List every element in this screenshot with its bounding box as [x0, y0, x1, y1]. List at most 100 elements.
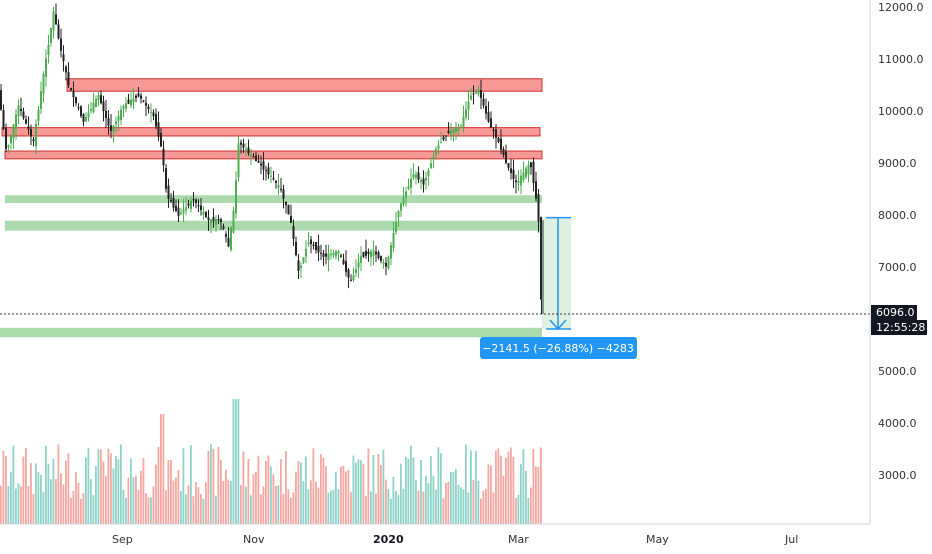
measure-box	[542, 217, 571, 329]
candle-down	[147, 106, 150, 109]
candle-up	[150, 111, 152, 113]
volume-bar	[537, 467, 540, 524]
volume-bar	[330, 490, 332, 524]
volume-bar	[422, 491, 425, 524]
volume-bar	[525, 470, 527, 524]
volume-bar	[132, 477, 135, 524]
y-tick-label: 11000.0	[878, 53, 924, 66]
candle-down	[510, 168, 512, 174]
candle-up	[17, 105, 20, 117]
candle-down	[310, 239, 312, 245]
x-tick-mar: Mar	[508, 533, 529, 546]
volume-bar	[172, 480, 175, 524]
candle-up	[452, 129, 455, 133]
time-axis[interactable]: Sep Nov 2020 Mar May Jul	[112, 533, 798, 546]
candle-down	[445, 135, 447, 137]
candle-up	[97, 95, 100, 101]
candle-down	[225, 234, 227, 237]
candle-up	[92, 102, 95, 113]
volume-bar	[207, 450, 210, 524]
candle-down	[482, 98, 485, 106]
volume-bar	[427, 482, 430, 524]
volume-bar	[437, 447, 440, 524]
volume-bar	[167, 460, 170, 524]
volume-bar	[500, 455, 502, 524]
candle-down	[530, 162, 532, 168]
candle-up	[420, 180, 422, 182]
candle-up	[95, 98, 97, 108]
y-tick-label: 4000.0	[878, 417, 917, 430]
volume-bar	[15, 488, 17, 524]
price-axis[interactable]: 12000.0 11000.0 10000.0 9000.0 8000.0 7000.0 5…	[878, 1, 924, 482]
candle-up	[397, 211, 400, 218]
measure-arrow-head	[549, 319, 567, 331]
candle-down	[27, 126, 30, 130]
volume-bar	[102, 461, 105, 524]
volume-bar	[227, 479, 230, 524]
volume-bar	[10, 472, 12, 524]
volume-bar	[210, 444, 212, 524]
candle-down	[167, 185, 170, 199]
candle-up	[415, 174, 417, 178]
volume-bar	[242, 451, 245, 524]
candle-down	[347, 269, 350, 278]
candle-up	[245, 148, 247, 152]
volume-bar	[487, 464, 490, 524]
y-tick-label: 7000.0	[878, 261, 917, 274]
candle-down	[480, 90, 482, 99]
volume-bar	[250, 495, 252, 524]
candle-down	[292, 226, 295, 239]
volume-bar	[100, 449, 102, 524]
volume-bar	[97, 449, 100, 524]
volume-bar	[90, 479, 92, 524]
volume-bar	[230, 480, 232, 524]
y-tick-label: 3000.0	[878, 469, 917, 482]
volume-bar	[170, 460, 172, 524]
candle-up	[40, 91, 42, 109]
volume-bar	[322, 457, 325, 524]
candle-up	[307, 242, 310, 245]
volume-bar	[135, 476, 137, 524]
candle-down	[72, 90, 75, 98]
measure-tool[interactable]	[542, 216, 571, 331]
volume-bar	[317, 487, 320, 524]
volume-bar	[82, 493, 85, 524]
volume-bar	[360, 460, 362, 524]
volume-bar	[67, 453, 70, 524]
candle-down	[82, 114, 85, 122]
volume-bar	[295, 471, 297, 524]
volume-bar	[30, 463, 32, 524]
candle-down	[160, 132, 162, 147]
volume-bar	[2, 450, 5, 524]
volume-bar	[457, 484, 460, 524]
candle-down	[317, 245, 320, 253]
candle-up	[430, 163, 432, 168]
candle-up	[425, 177, 427, 181]
volume-bar	[107, 448, 110, 524]
volume-bar	[337, 489, 340, 524]
candle-down	[497, 137, 500, 143]
candle-down	[110, 125, 112, 131]
candle-down	[265, 170, 267, 172]
volume-bar	[205, 482, 207, 524]
candle-down	[175, 205, 177, 211]
volume-bar	[432, 475, 435, 524]
volume-bar	[530, 487, 532, 524]
candle-up	[382, 262, 385, 264]
candle-down	[22, 111, 25, 119]
volume-bar	[282, 493, 285, 524]
resistance-zone	[66, 78, 543, 92]
candle-up	[405, 191, 407, 198]
last-price-text: 6096.0	[876, 306, 915, 319]
candle-up	[432, 156, 435, 159]
candle-up	[470, 95, 472, 100]
candle-up	[115, 121, 117, 125]
candle-up	[525, 168, 527, 178]
volume-bar	[177, 470, 180, 524]
candle-down	[242, 143, 245, 148]
candle-up	[440, 142, 442, 144]
volume-bar	[430, 456, 432, 524]
volume-bar	[192, 496, 195, 524]
